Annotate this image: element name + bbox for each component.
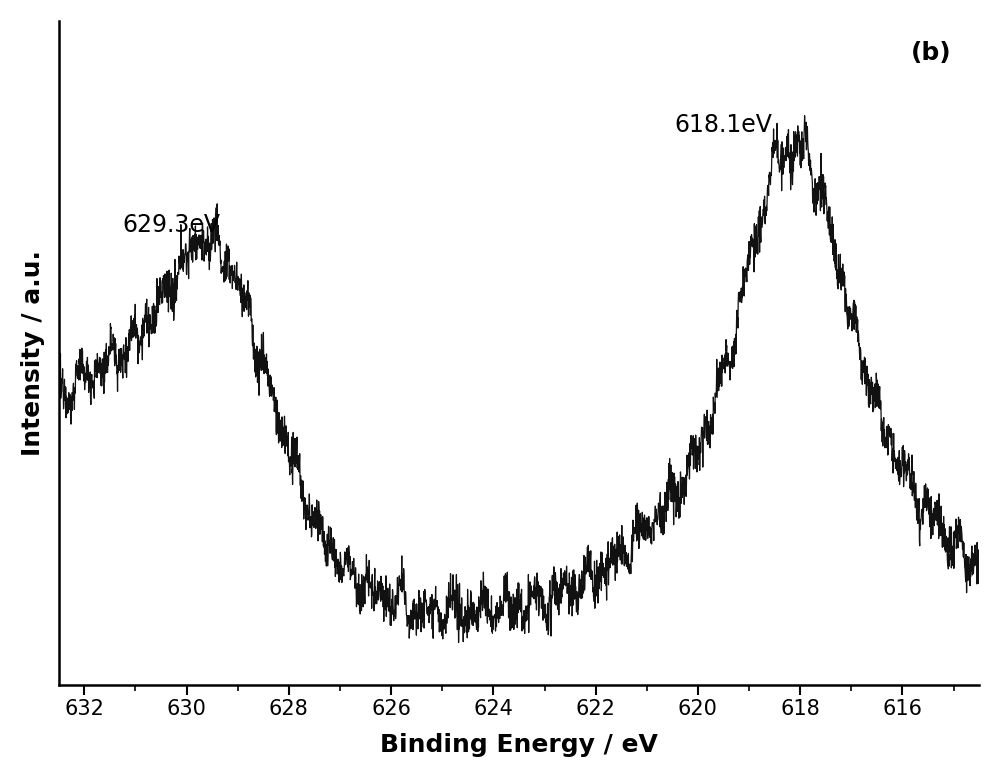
Y-axis label: Intensity / a.u.: Intensity / a.u. (21, 250, 45, 456)
Text: 629.3eV: 629.3eV (122, 213, 220, 237)
Text: 618.1eV: 618.1eV (675, 113, 772, 137)
X-axis label: Binding Energy / eV: Binding Energy / eV (380, 733, 658, 757)
Text: (b): (b) (911, 40, 952, 65)
